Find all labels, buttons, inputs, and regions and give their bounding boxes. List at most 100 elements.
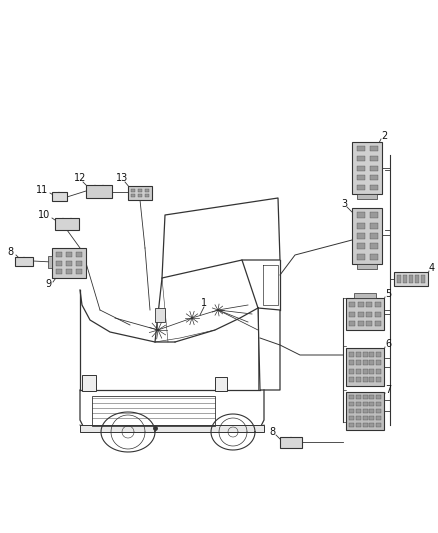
Bar (370, 254, 378, 260)
Bar (356, 416, 361, 420)
Text: 11: 11 (36, 185, 48, 195)
Bar (363, 423, 367, 426)
Bar (370, 223, 378, 229)
Bar (138, 194, 142, 197)
Bar (86, 185, 112, 198)
Bar (155, 308, 165, 322)
Bar (363, 377, 367, 382)
Bar (394, 272, 428, 286)
Bar (349, 360, 354, 365)
Bar (370, 185, 378, 190)
Bar (369, 395, 374, 399)
Bar (357, 264, 377, 269)
Bar (352, 208, 382, 264)
Bar (346, 392, 384, 430)
Bar (376, 360, 381, 365)
Bar (52, 192, 67, 201)
Bar (349, 423, 354, 426)
Bar (356, 409, 361, 413)
Bar (356, 377, 361, 382)
Bar (376, 352, 381, 357)
Bar (357, 212, 364, 218)
Bar (369, 423, 374, 426)
Bar (357, 185, 364, 190)
Bar (349, 377, 354, 382)
Bar (376, 369, 381, 374)
Bar (55, 218, 79, 230)
Bar (369, 409, 374, 413)
Bar (56, 261, 62, 265)
Bar (80, 425, 264, 432)
Bar (145, 189, 148, 192)
Bar (48, 256, 52, 268)
Bar (349, 302, 355, 307)
Bar (66, 261, 72, 265)
Text: 2: 2 (381, 131, 387, 141)
Bar (370, 233, 378, 239)
Bar (369, 369, 374, 374)
Bar (357, 166, 364, 171)
Bar (215, 377, 227, 391)
Bar (357, 175, 364, 180)
Bar (370, 212, 378, 218)
Bar (356, 395, 361, 399)
Bar (76, 269, 82, 274)
Bar (346, 348, 384, 386)
Bar (280, 437, 302, 448)
Bar (357, 194, 377, 199)
Bar (357, 156, 364, 161)
Bar (376, 377, 381, 382)
Bar (357, 254, 364, 260)
Bar (76, 261, 82, 265)
Bar (376, 416, 381, 420)
Bar (357, 233, 364, 239)
Bar (370, 156, 378, 161)
Text: 1: 1 (201, 298, 207, 308)
Bar (349, 395, 354, 399)
Bar (370, 244, 378, 249)
Bar (349, 369, 354, 374)
Bar (349, 311, 355, 317)
Bar (370, 166, 378, 171)
Text: 10: 10 (38, 210, 50, 220)
Bar (346, 298, 384, 330)
Bar (358, 321, 364, 326)
Text: 5: 5 (385, 289, 391, 299)
Bar (363, 409, 367, 413)
Text: 7: 7 (385, 385, 391, 395)
Bar (357, 223, 364, 229)
Bar (358, 311, 364, 317)
Bar (370, 146, 378, 151)
Bar (376, 423, 381, 426)
Text: 3: 3 (341, 199, 347, 209)
Bar (363, 369, 367, 374)
Bar (363, 360, 367, 365)
Text: 6: 6 (385, 339, 391, 349)
Bar (369, 360, 374, 365)
Bar (403, 275, 407, 283)
Bar (356, 423, 361, 426)
Bar (369, 377, 374, 382)
Bar (358, 302, 364, 307)
Bar (349, 416, 354, 420)
Bar (352, 142, 382, 194)
Bar (366, 311, 372, 317)
Bar (357, 244, 364, 249)
Bar (349, 402, 354, 406)
Text: 8: 8 (269, 427, 275, 437)
Bar (66, 269, 72, 274)
Bar (356, 369, 361, 374)
Bar (363, 352, 367, 357)
Bar (369, 402, 374, 406)
Bar (376, 395, 381, 399)
Bar (354, 293, 376, 298)
Bar (56, 252, 62, 257)
Bar (366, 321, 372, 326)
Text: 12: 12 (74, 173, 86, 183)
Bar (356, 402, 361, 406)
Bar (349, 352, 354, 357)
Bar (138, 189, 142, 192)
Bar (370, 175, 378, 180)
Bar (131, 194, 135, 197)
Bar (366, 302, 372, 307)
